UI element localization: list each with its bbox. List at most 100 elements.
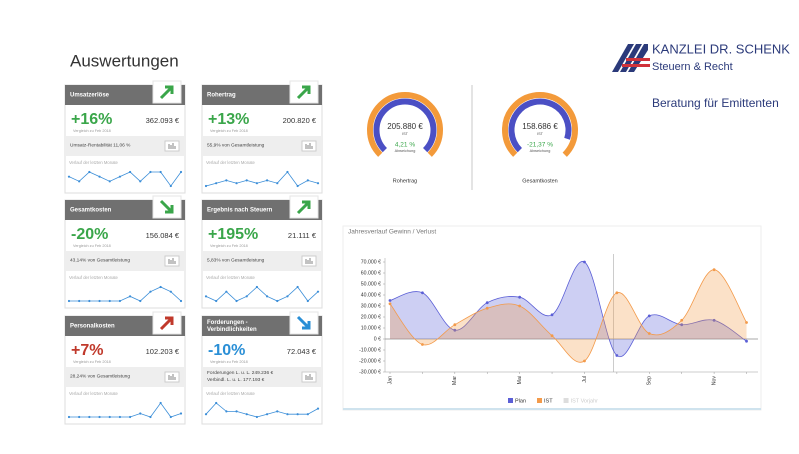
sparkline-point — [88, 415, 91, 419]
point — [453, 328, 457, 332]
gauge-deviation-label: Abweichung — [395, 149, 416, 153]
gauge-type: IST — [537, 132, 544, 136]
sparkline-point — [139, 412, 142, 415]
sparkline-point — [118, 299, 122, 303]
sparkline-point — [149, 415, 152, 419]
logo-name: KANZLEI DR. SCHENK — [652, 41, 790, 56]
point — [485, 301, 489, 305]
note-band — [203, 251, 321, 271]
chart-button[interactable] — [164, 371, 180, 383]
sparkline-point — [204, 413, 208, 416]
trend-label: Verlauf der letzten Monate — [206, 275, 256, 280]
sparkline-point — [255, 182, 259, 185]
trend-label: Verlauf der letzten Monate — [69, 275, 119, 280]
sparkline-point — [98, 175, 101, 178]
gauge-outer — [367, 92, 443, 157]
sparkline — [205, 286, 319, 302]
sparkline-point — [169, 415, 172, 419]
chart-icon — [305, 258, 313, 264]
card-title: Rohertrag — [207, 93, 236, 99]
legend-swatch[interactable] — [563, 398, 569, 403]
legend-label[interactable]: IST — [544, 398, 553, 404]
trend-arrow — [296, 315, 311, 330]
sparkline-point — [67, 299, 71, 303]
sparkline-point — [88, 170, 91, 174]
chart-icon — [305, 374, 313, 380]
sparkline-point — [316, 290, 320, 293]
y-tick-label: 20.000 € — [361, 314, 381, 320]
sparkline-point — [204, 295, 208, 298]
y-tick-label: 10.000 € — [361, 325, 381, 331]
sparkline-point — [225, 179, 228, 182]
change: +13% — [208, 111, 249, 128]
card-title: Ergebnis nach Steuern — [207, 208, 273, 214]
subtitle: Beratung für Emittenten — [652, 96, 779, 110]
sparkline-point — [225, 410, 228, 413]
x-tick-label: Sep — [647, 376, 653, 385]
y-tick-label: -20.000 € — [359, 358, 381, 364]
x-tick-label: Mar — [452, 376, 458, 385]
logo-tagline: Steuern & Recht — [652, 61, 733, 73]
sparkline-point — [296, 413, 299, 416]
card-title: Forderungen - — [207, 320, 248, 326]
chart-button[interactable] — [301, 140, 317, 152]
note: 55,9% von Gesamtleistung — [207, 142, 265, 148]
legend-label[interactable]: Plan — [515, 398, 526, 404]
trend-label: Verlauf der letzten Monate — [206, 160, 256, 165]
sparkline — [69, 286, 182, 302]
sparkline-point — [225, 290, 228, 293]
point — [647, 314, 651, 318]
x-tick-label: Jul — [582, 376, 588, 383]
point — [421, 291, 424, 295]
chart-title: Jahresverlauf Gewinn / Verlust — [348, 229, 436, 236]
point — [583, 260, 586, 264]
chart-icon — [305, 143, 313, 149]
value: 102.203 € — [146, 347, 180, 356]
sparkline-point — [149, 170, 152, 174]
legend-swatch[interactable] — [537, 398, 543, 403]
gauge-label: Rohertrag — [393, 178, 417, 184]
sparkline-point — [128, 295, 132, 298]
area — [390, 261, 747, 357]
note-band — [66, 136, 184, 156]
chart-button[interactable] — [164, 140, 180, 152]
sparkline-point — [159, 170, 162, 174]
sparkline-point — [286, 295, 289, 298]
chart-button[interactable] — [301, 255, 317, 267]
y-tick-label: -10.000 € — [359, 347, 381, 353]
point — [615, 354, 619, 357]
card-title: Personalkosten — [70, 324, 115, 330]
sparkline-point — [179, 170, 183, 174]
sparkline-point — [98, 415, 101, 419]
comparison: Vergleich zu Feb 2018 — [73, 129, 111, 133]
trend-arrow — [296, 85, 311, 100]
legend-label[interactable]: IST Vorjahr — [571, 398, 599, 404]
value: 156.084 € — [146, 231, 180, 240]
sparkline-point — [306, 413, 309, 416]
note: Umsatz-Rentabilität 11,06 % — [70, 142, 131, 148]
sparkline-point — [245, 413, 248, 416]
comparison: Vergleich zu Feb 2018 — [73, 360, 111, 364]
sparkline-point — [179, 299, 183, 303]
sparkline-point — [286, 413, 289, 416]
chart-button[interactable] — [301, 371, 317, 383]
point — [745, 321, 748, 324]
sparkline-point — [276, 182, 279, 185]
sparkline-point — [149, 290, 152, 293]
note: 5,83% von Gesamtleistung — [207, 257, 265, 263]
sparkline-point — [296, 285, 299, 289]
sparkline-point — [306, 179, 309, 182]
point — [615, 291, 619, 295]
change: -10% — [208, 342, 245, 359]
legend-swatch[interactable] — [508, 398, 513, 403]
sparkline-point — [118, 415, 122, 419]
sparkline-point — [215, 182, 218, 185]
sparkline-point — [245, 295, 248, 298]
sparkline-point — [88, 299, 91, 303]
sparkline-point — [215, 401, 218, 405]
point — [680, 318, 684, 322]
comparison: Vergleich zu Feb 2018 — [73, 244, 111, 248]
chart-button[interactable] — [164, 255, 180, 267]
sparkline-point — [286, 170, 289, 174]
